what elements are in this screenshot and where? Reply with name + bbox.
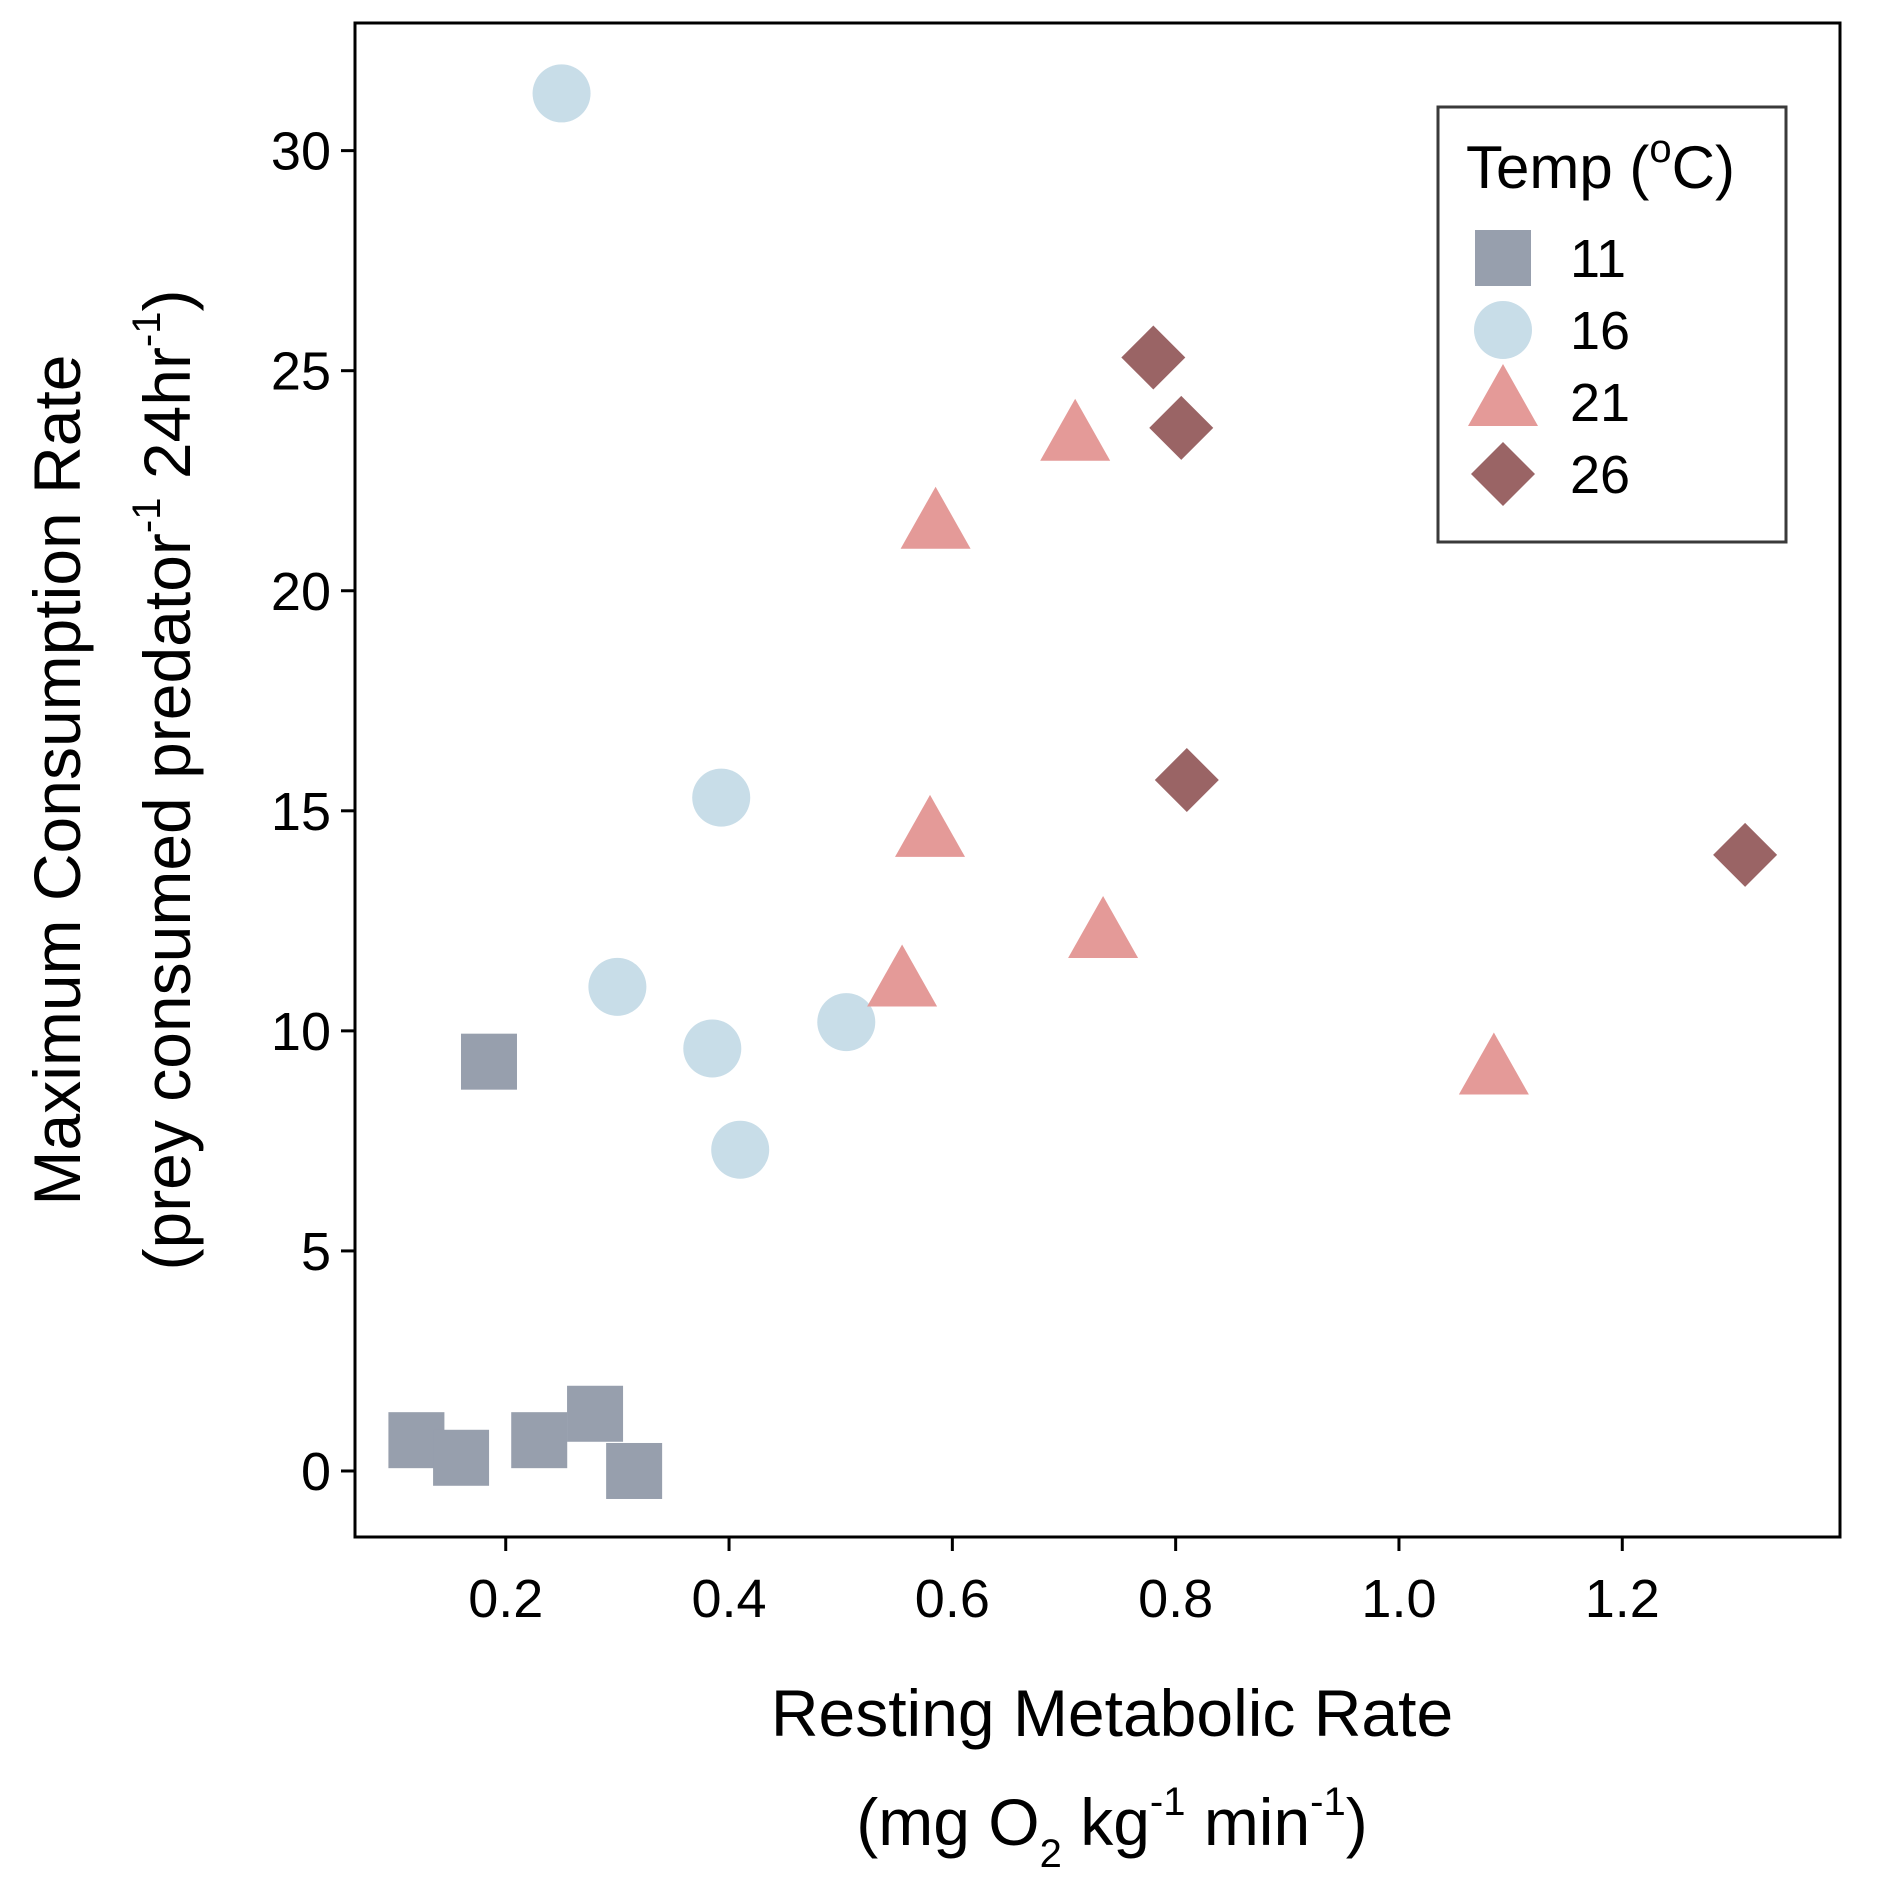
y-tick-label: 0: [301, 1442, 331, 1502]
legend: Temp (oC) 11 16 21 26: [1436, 105, 1788, 544]
x-tick-label: 0.6: [915, 1569, 990, 1629]
data-point-triangle: [867, 944, 938, 1007]
data-point-diamond: [1713, 822, 1778, 887]
data-point-circle: [692, 768, 751, 827]
y-axis-ticks: 0 5 10 15 20 25 30: [271, 122, 355, 1502]
data-point-circle: [532, 64, 591, 123]
legend-marker-diamond: [1471, 442, 1535, 506]
x-axis-ticks: 0.2 0.4 0.6 0.8 1.0 1.2: [468, 1537, 1660, 1629]
data-point-diamond: [1149, 395, 1214, 460]
x-tick-label: 1.2: [1585, 1569, 1660, 1629]
plot-area: [353, 21, 1842, 1539]
legend-label: 26: [1570, 445, 1630, 505]
legend-label: 16: [1570, 301, 1630, 361]
x-axis-label-line2: (mg O2 kg-1 min-1): [856, 1780, 1367, 1876]
plot-frame: [353, 21, 1842, 1539]
legend-item-26: 26: [1471, 442, 1630, 506]
data-point-triangle: [895, 794, 966, 857]
legend-marker-circle: [1474, 301, 1532, 359]
data-point-square: [567, 1385, 624, 1442]
data-point-circle: [817, 993, 876, 1052]
legend-item-11: 11: [1475, 229, 1626, 289]
data-point-diamond: [1154, 748, 1219, 812]
legend-label: 11: [1570, 229, 1626, 289]
y-tick-label: 25: [271, 342, 331, 402]
data-point-square: [460, 1033, 517, 1090]
x-tick-label: 0.2: [468, 1569, 543, 1629]
legend-item-21: 21: [1468, 364, 1630, 433]
data-point-triangle: [900, 486, 971, 549]
data-point-square: [606, 1442, 663, 1499]
data-point-circle: [711, 1120, 770, 1179]
data-point-triangle: [1068, 896, 1139, 959]
data-point-square: [511, 1412, 568, 1469]
data-point-circle: [683, 1019, 742, 1078]
y-tick-label: 5: [301, 1222, 331, 1282]
y-tick-label: 10: [271, 1002, 331, 1062]
x-tick-label: 0.4: [692, 1569, 767, 1629]
y-axis-label-line1: Maximum Consumption Rate: [20, 355, 94, 1206]
series-26: [1121, 325, 1778, 887]
legend-label: 21: [1570, 373, 1630, 433]
legend-item-16: 16: [1474, 301, 1630, 361]
y-tick-label: 15: [271, 782, 331, 842]
data-point-triangle: [1040, 398, 1111, 461]
legend-marker-triangle: [1468, 364, 1538, 426]
data-point-triangle: [1458, 1032, 1529, 1095]
x-axis-label-line1: Resting Metabolic Rate: [771, 1676, 1453, 1750]
series-21: [867, 398, 1529, 1095]
data-point-square: [433, 1429, 490, 1486]
x-tick-label: 1.0: [1361, 1569, 1436, 1629]
y-axis-label-line2: (prey consumed predator-1 24hr-1): [125, 290, 204, 1271]
x-tick-label: 0.8: [1138, 1569, 1213, 1629]
series-16: [532, 64, 876, 1179]
y-tick-label: 20: [271, 562, 331, 622]
legend-items: 11 16 21 26: [1468, 229, 1630, 506]
data-point-diamond: [1121, 325, 1186, 390]
y-axis-label: Maximum Consumption Rate (prey consumed …: [20, 290, 204, 1271]
legend-title: Temp (oC): [1466, 127, 1735, 201]
legend-marker-square: [1475, 230, 1531, 286]
x-axis-label: Resting Metabolic Rate (mg O2 kg-1 min-1…: [771, 1676, 1453, 1876]
data-points: [388, 64, 1778, 1499]
data-point-circle: [588, 957, 647, 1016]
y-tick-label: 30: [271, 122, 331, 182]
series-11: [388, 1033, 663, 1499]
